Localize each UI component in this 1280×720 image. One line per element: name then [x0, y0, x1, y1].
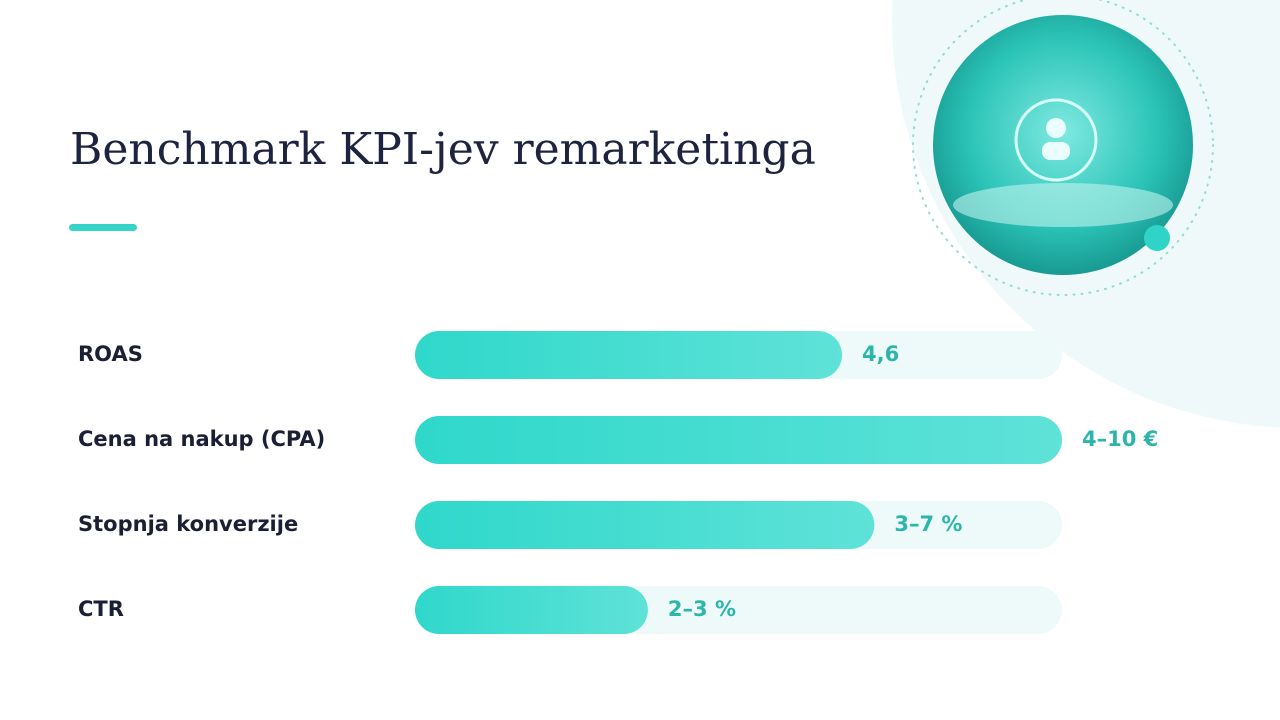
- kpi-label: CTR: [78, 597, 124, 621]
- accent-line: [69, 224, 137, 231]
- kpi-value: 3–7 %: [894, 512, 962, 536]
- bar: [415, 501, 875, 549]
- kpi-value: 4–10 €: [1082, 427, 1158, 451]
- illustration-floor: [953, 183, 1173, 227]
- kpi-label: Cena na nakup (CPA): [78, 427, 325, 451]
- decor-dot: [1144, 225, 1170, 251]
- kpi-value: 2–3 %: [668, 597, 736, 621]
- dotted-ring: [912, 0, 1214, 296]
- kpi-label: ROAS: [78, 342, 143, 366]
- title: Benchmark KPI-jev remarketinga: [70, 124, 816, 175]
- illustration-icon: [1046, 118, 1066, 138]
- illustration-ring: [1014, 98, 1098, 182]
- kpi-label: Stopnja konverzije: [78, 512, 298, 536]
- kpi-value: 4,6: [862, 342, 899, 366]
- bar: [415, 586, 648, 634]
- bar: [415, 416, 1062, 464]
- illustration-icon: [1042, 142, 1070, 160]
- kpi-rows: ROAS 4,6 Cena na nakup (CPA) 4–10 € Stopnja …: [78, 331, 1158, 634]
- bar: [415, 331, 843, 379]
